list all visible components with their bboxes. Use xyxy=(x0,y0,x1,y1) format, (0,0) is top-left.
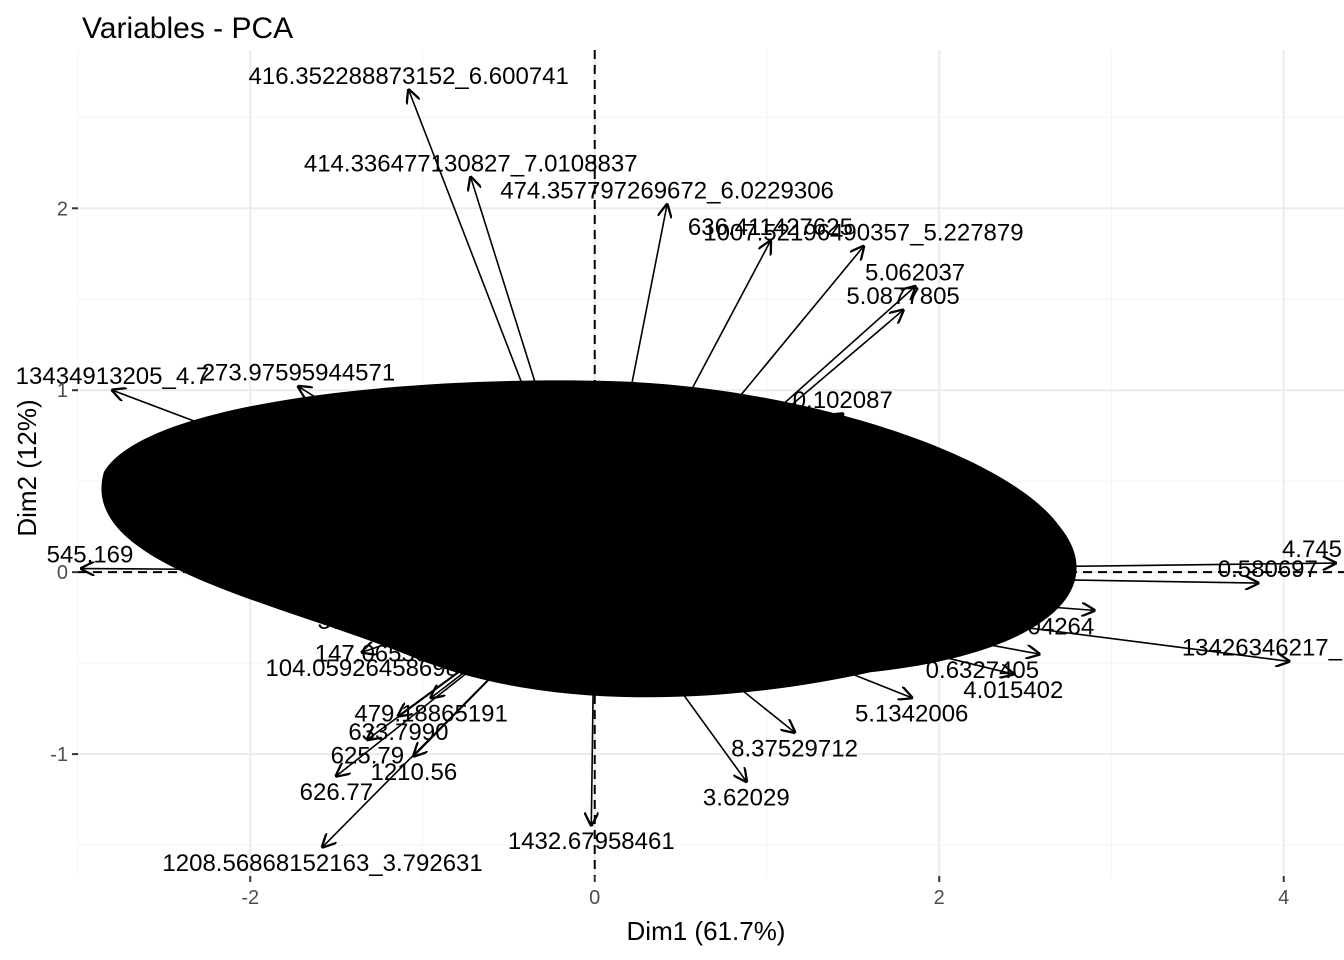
variable-label: 147.06550823 xyxy=(315,641,469,668)
x-tick-label: 4 xyxy=(1278,887,1289,909)
variable-label: 1208.56868152163_3.792631 xyxy=(162,850,482,877)
variable-arrow xyxy=(398,571,596,716)
variable-label: 545.169 xyxy=(47,542,134,569)
variable-arrow xyxy=(594,287,915,573)
variable-arrow xyxy=(594,414,843,573)
x-tick-label: 2 xyxy=(934,887,945,909)
variable-label: 416.352288873152_6.600741 xyxy=(249,63,569,90)
variable-label: 5.062037 xyxy=(865,260,965,287)
variable-label: 633.7990 xyxy=(348,719,448,746)
x-tick-label: -2 xyxy=(241,887,259,909)
variable-label: 371.35368 xyxy=(318,608,431,635)
variable-label: 8.37529712 xyxy=(731,735,858,762)
variable-arrow xyxy=(594,571,795,732)
variable-label: 4.015402 xyxy=(963,677,1063,704)
variable-label: 625.79 xyxy=(331,743,404,770)
variable-label: 1432.67958461 xyxy=(508,828,675,855)
variable-label: 474.357797269672_6.0229306 xyxy=(500,178,834,205)
axis-ticks: -2 0 2 4 -1 0 1 2 xyxy=(50,198,1289,909)
variable-arrow xyxy=(591,572,594,825)
variable-label: 5.0877805 xyxy=(846,283,959,310)
variable-label: 13434913205_4.7 xyxy=(16,363,210,390)
variable-arrow xyxy=(81,569,595,573)
x-axis-title: Dim1 (61.7%) xyxy=(627,916,786,946)
y-tick-label: -1 xyxy=(50,744,68,766)
variable-label: 273.97595944571 xyxy=(202,360,396,387)
variable-label: 479.18865191 xyxy=(354,701,508,728)
variable-label: 636.411427625 xyxy=(688,214,853,241)
variable-arrow xyxy=(391,571,595,637)
variable-arrow xyxy=(298,387,596,573)
y-tick-label: 1 xyxy=(57,380,68,402)
variable-arrow xyxy=(593,205,667,573)
variable-arrow xyxy=(594,571,1258,583)
variable-arrow xyxy=(594,571,1014,674)
variable-arrow xyxy=(112,390,596,573)
variable-labels: 416.352288873152_6.600741 474.35779726967… xyxy=(16,63,1343,877)
variable-label: 4.7704264 xyxy=(981,613,1094,640)
variable-arrow xyxy=(471,177,596,573)
variable-label: 3.62029 xyxy=(703,784,790,811)
chart-title: Variables - PCA xyxy=(82,12,293,45)
y-tick-label: 0 xyxy=(57,562,68,584)
variable-label: 1210.56 xyxy=(370,759,457,786)
variable-label: 4.745 xyxy=(1282,536,1342,563)
variable-arrow xyxy=(594,246,864,573)
variable-arrow xyxy=(414,571,596,756)
overplotted-label-blob xyxy=(101,380,1077,698)
variable-label: 13426346217_ xyxy=(1182,634,1343,661)
variable-label: 1007.52196490357_5.227879 xyxy=(703,219,1023,246)
variable-arrows xyxy=(81,90,1335,847)
variable-arrow xyxy=(409,90,596,573)
variable-label: 0.580697 xyxy=(1218,556,1318,583)
variable-label: 0.102087 xyxy=(793,387,893,414)
variable-arrow xyxy=(594,571,912,698)
label-cloud xyxy=(101,380,1077,698)
variable-arrow xyxy=(374,571,595,605)
y-tick-label: 2 xyxy=(57,198,68,220)
variable-label: 5.1342006 xyxy=(855,701,968,728)
variable-arrow xyxy=(336,571,596,776)
y-axis-title: Dim2 (12%) xyxy=(12,399,42,536)
variable-label: 0.6327405 xyxy=(926,657,1039,684)
variable-arrow xyxy=(594,571,1095,610)
variable-arrow xyxy=(594,571,1039,654)
variable-label: 626.77 xyxy=(300,779,373,806)
variable-arrow xyxy=(594,241,771,573)
variable-arrow xyxy=(594,571,1289,661)
variable-label: 414.336477130827_7.0108837 xyxy=(304,150,638,177)
variable-arrow xyxy=(594,310,903,573)
variable-label: 104.05926458698 xyxy=(265,655,459,682)
x-tick-label: 0 xyxy=(589,887,600,909)
variable-arrow xyxy=(594,571,747,781)
variable-arrow xyxy=(594,563,1336,573)
